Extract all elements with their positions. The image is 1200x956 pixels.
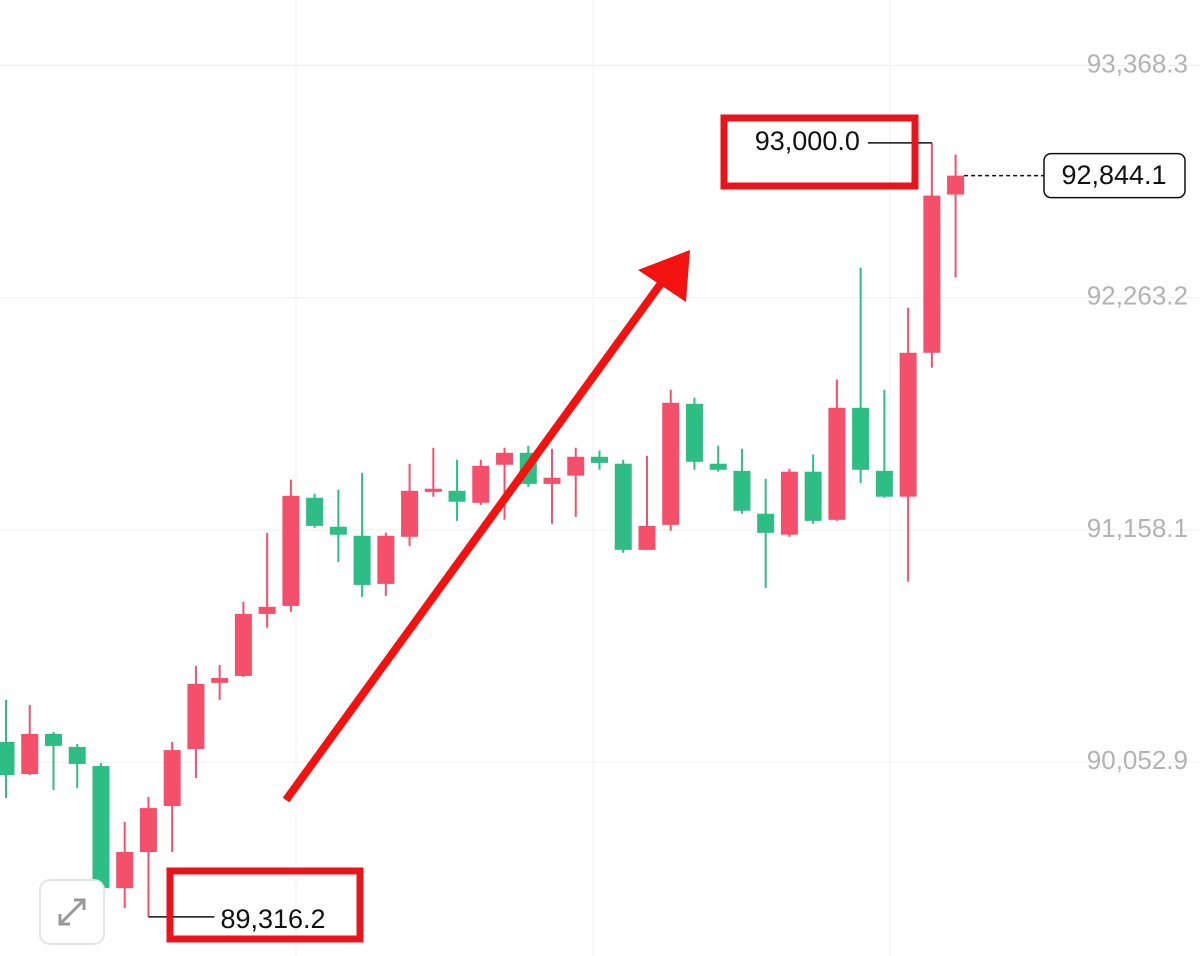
candle-body [187,683,205,750]
candle-body [947,175,965,195]
candle-body [234,613,252,676]
y-tick-label: 91,158.1 [1087,513,1188,543]
candle-body [662,402,680,525]
candle-body [614,463,632,550]
highlight-box [720,114,919,190]
candle-body [44,733,62,746]
expand-icon [58,898,86,926]
annotation-label: 93,000.0 [755,126,860,156]
candle-body [899,352,917,497]
candle-body [875,470,893,497]
candle-body [496,452,514,465]
plot: 93,368.3 92,263.2 91,158.1 90,052.9 93,000.0… [0,48,1200,934]
candle-body [543,477,561,484]
y-tick-label: 90,052.9 [1087,745,1188,775]
candle-body [591,456,608,463]
candle-body [757,513,775,533]
candle-body [638,525,656,550]
candle-body [685,403,703,462]
candle-body [306,497,324,526]
highlight-box [166,867,364,943]
candle-body [211,678,229,683]
candle-body [377,535,395,584]
candle-body [92,766,110,889]
candle-body [424,488,442,492]
candle-body [139,808,157,852]
candle-body [709,463,727,470]
y-tick-label: 92,263.2 [1087,281,1188,311]
candle-body [780,471,798,535]
candle-body [733,470,751,511]
candle-body [353,535,371,585]
candle-body [448,490,466,502]
candle-body [116,851,134,889]
candle-body [852,407,870,470]
y-tick-label: 93,368.3 [1087,48,1188,78]
candle-body [163,750,181,806]
candle-body [923,195,941,353]
candle-body [472,465,490,503]
candle-body [68,746,86,764]
candle-body [401,490,419,537]
candle-body [567,456,585,476]
candle-body [828,407,846,520]
annotation-label: 89,316.2 [220,904,325,934]
candle-body [282,495,300,606]
trend-arrow [282,279,666,803]
last-price-label: 92,844.1 [1061,160,1166,190]
candle-body [0,741,15,776]
candle-body [258,606,276,614]
candle-body [804,471,822,521]
last-price-box [1043,152,1186,199]
candle-body [21,733,39,775]
candle-body [329,526,347,535]
arrow-head [638,250,690,302]
